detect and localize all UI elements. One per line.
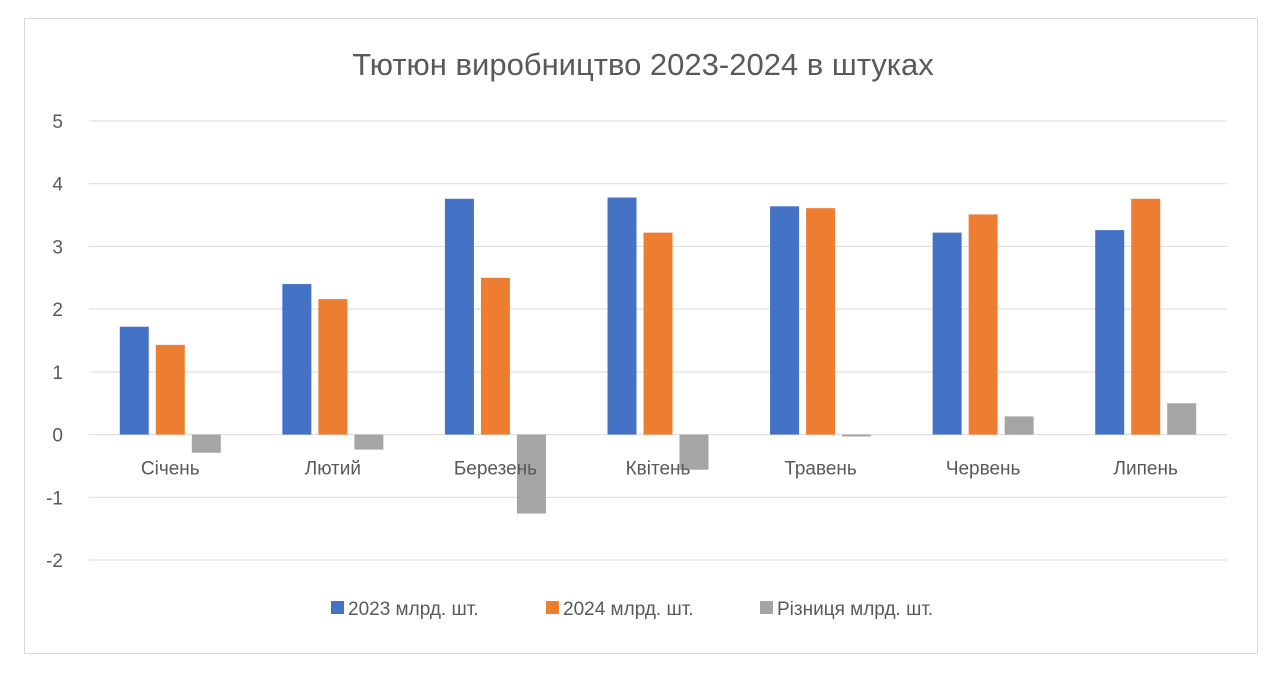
x-category-label: Січень [141, 459, 200, 480]
y-tick-label: 1 [52, 363, 63, 384]
y-tick-label: 2 [52, 300, 63, 321]
bar-1-4 [607, 197, 637, 435]
bar-2-6 [968, 214, 998, 435]
bar-2-2 [318, 299, 348, 435]
bar-3-5 [842, 434, 872, 437]
legend-label: 2023 млрд. шт. [348, 599, 479, 620]
x-category-label: Лютий [305, 459, 361, 480]
bar-1-6 [932, 232, 962, 435]
legend-label: Різниця млрд. шт. [777, 599, 933, 620]
x-category-label: Липень [1114, 459, 1178, 480]
x-category-label: Травень [784, 459, 857, 480]
bar-1-1 [119, 326, 149, 435]
x-axis-categories: Січень Лютий Березень Квітень Травень Червень… [141, 459, 1178, 480]
y-axis-ticks: 5 4 3 2 1 0 -1 -2 [46, 112, 63, 572]
bar-3-6 [1004, 416, 1034, 435]
y-tick-label: 0 [52, 426, 63, 447]
bar-1-3 [444, 198, 474, 435]
legend: 2023 млрд. шт. 2024 млрд. шт. Різниця млрд… [331, 599, 933, 620]
chart-frame: Тютюн виробництво 2023-2024 в штуках 5 4 3… [24, 18, 1258, 654]
bars [119, 197, 1197, 514]
bar-2-1 [155, 344, 185, 435]
bar-3-4 [679, 434, 709, 470]
bar-1-2 [282, 284, 312, 435]
x-category-label: Червень [946, 459, 1021, 480]
bar-3-2 [354, 434, 384, 450]
legend-swatch [760, 601, 773, 614]
bar-1-5 [770, 206, 800, 435]
y-tick-label: 3 [52, 237, 63, 258]
legend-swatch [546, 601, 559, 614]
bar-3-7 [1167, 403, 1197, 435]
bar-3-1 [191, 434, 221, 453]
y-tick-label: 5 [52, 112, 63, 133]
bar-2-5 [806, 208, 836, 435]
y-tick-label: -1 [46, 488, 63, 509]
legend-swatch [331, 601, 344, 614]
chart-title: Тютюн виробництво 2023-2024 в штуках [352, 47, 934, 82]
x-category-label: Квітень [626, 459, 691, 480]
chart: Тютюн виробництво 2023-2024 в штуках 5 4 3… [46, 47, 1227, 620]
y-tick-label: -2 [46, 551, 63, 572]
x-category-label: Березень [454, 459, 537, 480]
bar-2-3 [480, 277, 510, 435]
bar-3-3 [516, 434, 546, 514]
y-tick-label: 4 [52, 175, 63, 196]
bar-2-7 [1131, 198, 1161, 435]
legend-label: 2024 млрд. шт. [563, 599, 694, 620]
bar-2-4 [643, 232, 673, 435]
bar-1-7 [1095, 230, 1125, 435]
